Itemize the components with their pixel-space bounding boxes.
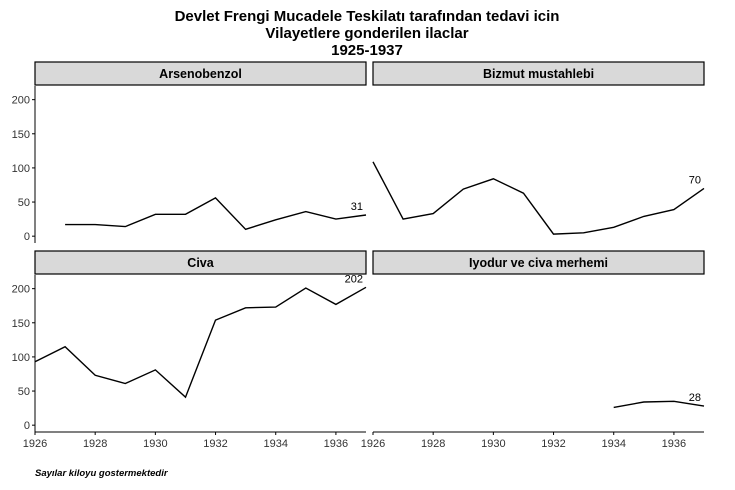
facet-title: Civa [187,256,214,270]
facet-title: Iyodur ve civa merhemi [469,256,608,270]
series-line [65,197,367,231]
series-line [613,400,705,409]
x-tick-label: 1930 [481,438,505,450]
x-tick-label: 1936 [662,438,686,450]
chart-title: Devlet Frengi Mucadele Teskilatı tarafın… [175,8,560,59]
facet-strip [372,250,705,275]
end-value-label: 70 [689,174,701,186]
chart-caption: Sayılar kiloyu gostermektedir [35,468,169,479]
end-value-label: 31 [351,201,363,213]
facet-strip [34,61,367,86]
facet-panel: Bizmut mustahlebi 70 [372,61,705,235]
x-tick-label: 1930 [143,438,167,450]
y-tick-label: 150 [12,129,30,141]
y-tick-label: 50 [18,197,30,209]
y-tick-label: 100 [12,352,30,364]
x-tick-label: 1928 [83,438,107,450]
y-tick-label: 50 [18,386,30,398]
y-tick-label: 100 [12,163,30,175]
y-tick-label: 0 [24,231,30,243]
x-tick-label: 1932 [541,438,565,450]
facet-title: Bizmut mustahlebi [483,67,594,81]
facet-panel: Iyodur ve civa merhemi 1926 1928 1930 1932 19… [361,250,705,450]
x-tick-label: 1934 [263,438,287,450]
y-tick-label: 150 [12,318,30,330]
x-tick-label: 1926 [23,438,47,450]
series-line [372,161,705,235]
y-tick-label: 0 [24,420,30,432]
title-line-1: Devlet Frengi Mucadele Teskilatı tarafın… [175,8,560,25]
facet-grid: Arsenobenzol 0 50 100 150 200 31 Bizmut mustahl… [12,61,705,450]
end-value-label: 28 [689,392,701,404]
x-tick-label: 1932 [203,438,227,450]
y-tick-label: 200 [12,284,30,296]
end-value-label: 202 [345,273,363,285]
facet-strip [372,61,705,86]
series-line [34,286,367,399]
x-tick-label: 1926 [361,438,385,450]
facet-panel: Civa 0 50 100 150 200 1926 1928 1930 1932 1934 1936… [12,250,367,450]
x-tick-label: 1928 [421,438,445,450]
facet-title: Arsenobenzol [159,67,242,81]
y-tick-label: 200 [12,95,30,107]
facet-strip [34,250,367,275]
title-line-3: 1925-1937 [331,42,403,59]
x-tick-label: 1936 [324,438,348,450]
facet-panel: Arsenobenzol 0 50 100 150 200 31 [12,61,367,243]
x-tick-label: 1934 [601,438,625,450]
title-line-2: Vilayetlere gonderilen ilaclar [265,25,468,42]
